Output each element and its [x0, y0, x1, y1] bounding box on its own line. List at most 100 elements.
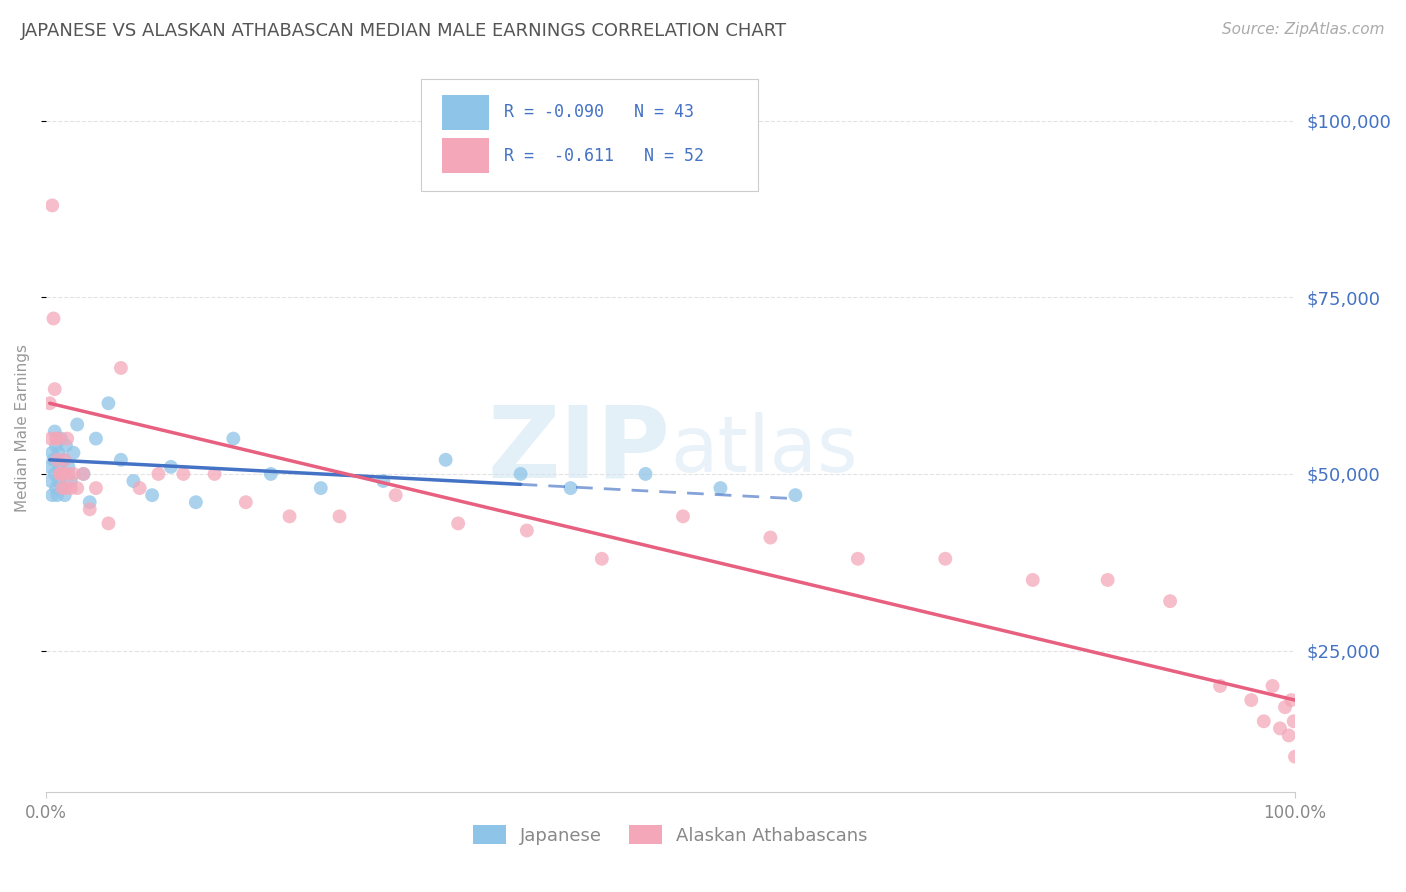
- Point: [46, 488, 69, 502]
- Point: [1253, 714, 1275, 729]
- FancyBboxPatch shape: [441, 138, 489, 173]
- Point: [1279, 693, 1302, 707]
- Point: [328, 509, 350, 524]
- Point: [148, 467, 170, 481]
- Point: [41, 446, 63, 460]
- Point: [1278, 728, 1301, 742]
- Point: [49, 432, 72, 446]
- Point: [66, 481, 89, 495]
- Point: [1268, 722, 1291, 736]
- Point: [1159, 594, 1181, 608]
- Point: [172, 467, 194, 481]
- Point: [48, 432, 70, 446]
- Point: [235, 495, 257, 509]
- Point: [41, 198, 63, 212]
- Text: JAPANESE VS ALASKAN ATHABASCAN MEDIAN MALE EARNINGS CORRELATION CHART: JAPANESE VS ALASKAN ATHABASCAN MEDIAN MA…: [21, 22, 787, 40]
- Point: [184, 495, 207, 509]
- Point: [1240, 693, 1263, 707]
- Point: [51, 481, 73, 495]
- Point: [44, 467, 66, 481]
- Point: [55, 439, 77, 453]
- Point: [45, 439, 67, 453]
- Point: [591, 551, 613, 566]
- Point: [72, 467, 94, 481]
- Point: [58, 459, 80, 474]
- Point: [51, 481, 73, 495]
- Point: [45, 481, 67, 495]
- Point: [934, 551, 956, 566]
- Point: [672, 509, 695, 524]
- Legend: Japanese, Alaskan Athabascans: Japanese, Alaskan Athabascans: [474, 825, 868, 845]
- Point: [260, 467, 283, 481]
- Point: [38, 396, 60, 410]
- Point: [1274, 700, 1296, 714]
- Point: [52, 452, 75, 467]
- Point: [97, 396, 120, 410]
- Point: [72, 467, 94, 481]
- Point: [84, 432, 107, 446]
- Point: [38, 459, 60, 474]
- Point: [42, 311, 65, 326]
- Point: [59, 474, 82, 488]
- Point: [56, 432, 79, 446]
- FancyBboxPatch shape: [420, 78, 758, 192]
- Point: [45, 432, 67, 446]
- Point: [79, 495, 101, 509]
- Point: [39, 474, 62, 488]
- Point: [52, 467, 75, 481]
- Point: [97, 516, 120, 531]
- Point: [62, 467, 84, 481]
- Point: [509, 467, 531, 481]
- Point: [46, 452, 69, 467]
- Point: [53, 452, 76, 467]
- Point: [44, 425, 66, 439]
- Point: [59, 481, 82, 495]
- Point: [447, 516, 470, 531]
- Point: [48, 474, 70, 488]
- Point: [49, 467, 72, 481]
- Point: [516, 524, 538, 538]
- Point: [39, 432, 62, 446]
- Point: [53, 488, 76, 502]
- Point: [160, 459, 183, 474]
- Point: [55, 481, 77, 495]
- Point: [1261, 679, 1284, 693]
- Point: [62, 446, 84, 460]
- Point: [84, 481, 107, 495]
- Point: [709, 481, 731, 495]
- Point: [58, 467, 80, 481]
- Point: [48, 467, 70, 481]
- Point: [48, 459, 70, 474]
- Point: [278, 509, 301, 524]
- Point: [1022, 573, 1045, 587]
- Point: [110, 452, 132, 467]
- FancyBboxPatch shape: [441, 95, 489, 129]
- Point: [434, 452, 457, 467]
- Point: [44, 382, 66, 396]
- Point: [384, 488, 406, 502]
- Point: [204, 467, 226, 481]
- Point: [46, 452, 69, 467]
- Point: [48, 467, 70, 481]
- Point: [79, 502, 101, 516]
- Point: [1209, 679, 1232, 693]
- Y-axis label: Median Male Earnings: Median Male Earnings: [15, 344, 30, 512]
- Point: [141, 488, 163, 502]
- Point: [1284, 749, 1306, 764]
- Point: [222, 432, 245, 446]
- Text: R = -0.090   N = 43: R = -0.090 N = 43: [505, 103, 695, 121]
- Text: ZIP: ZIP: [488, 401, 671, 499]
- Point: [48, 446, 70, 460]
- Point: [128, 481, 150, 495]
- Point: [122, 474, 145, 488]
- Point: [846, 551, 869, 566]
- Point: [634, 467, 657, 481]
- Point: [41, 488, 63, 502]
- Point: [560, 481, 582, 495]
- Point: [66, 417, 89, 432]
- Point: [1282, 714, 1305, 729]
- Point: [373, 474, 395, 488]
- Point: [110, 360, 132, 375]
- Text: Source: ZipAtlas.com: Source: ZipAtlas.com: [1222, 22, 1385, 37]
- Point: [309, 481, 332, 495]
